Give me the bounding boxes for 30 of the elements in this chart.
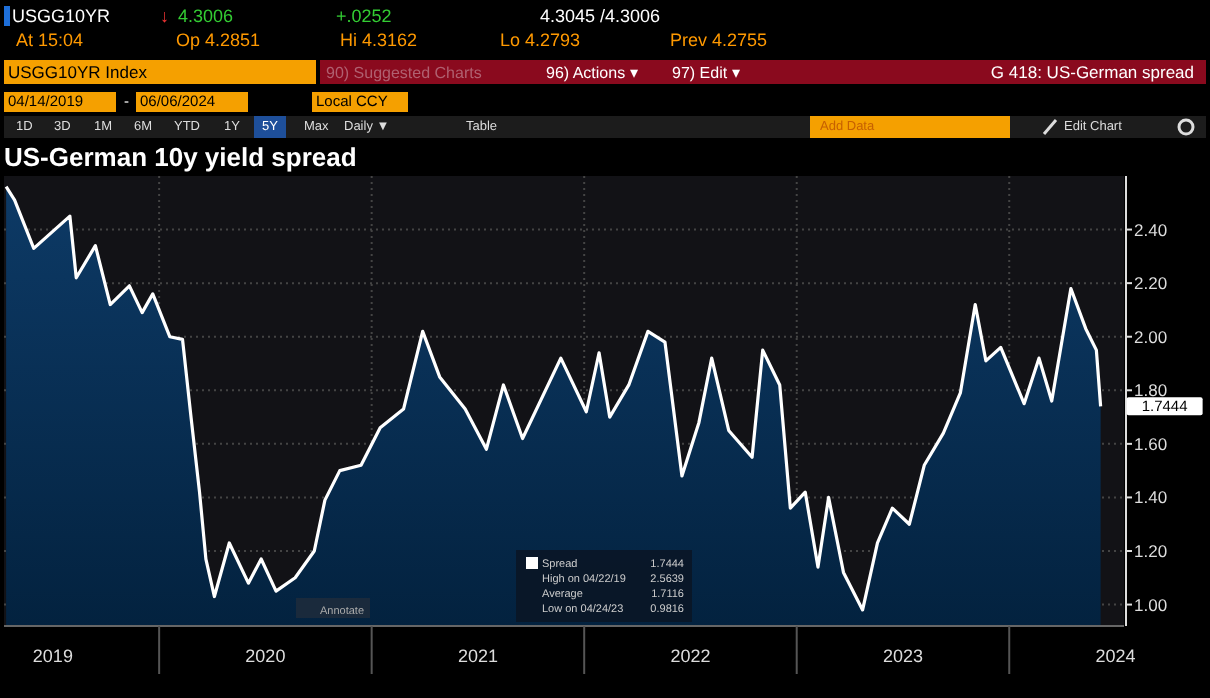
- text: USGG10YR: [12, 6, 112, 26]
- y-tick-label: 1.80: [1134, 380, 1168, 401]
- text: 97) Edit ▾: [672, 64, 740, 82]
- x-tick-label: 2023: [882, 646, 924, 666]
- y-tick-label: 1.60: [1134, 433, 1168, 454]
- y-tick-label: 2.40: [1134, 219, 1168, 240]
- text: Lo 4.2793: [500, 30, 581, 50]
- text: +.0252: [336, 6, 392, 26]
- text: 96) Actions ▾: [546, 64, 638, 82]
- y-tick-label: 1.00: [1134, 594, 1168, 615]
- x-tick-label: 2021: [457, 646, 498, 666]
- text: 90) Suggested Charts: [326, 64, 482, 82]
- text: ↓: [160, 6, 169, 26]
- x-tick-label: 2019: [32, 646, 73, 666]
- y-tick-label: 2.20: [1134, 273, 1168, 294]
- text: At 15:04: [16, 30, 84, 50]
- y-tick-label: 1.40: [1134, 487, 1168, 508]
- y-tick-label: 2.00: [1134, 326, 1168, 347]
- x-tick-label: 2022: [670, 646, 711, 666]
- text: 4.3045 /4.3006: [540, 6, 661, 26]
- text: Hi 4.3162: [340, 30, 418, 50]
- text: G 418: US-German spread: [990, 62, 1195, 82]
- x-tick-label: 2024: [1095, 646, 1136, 666]
- text: 4.3006: [178, 6, 234, 26]
- text: USGG10YR Index: [8, 62, 149, 82]
- y-tick-label: 1.20: [1134, 540, 1168, 561]
- chart-title: US-German 10y yield spread: [4, 142, 357, 172]
- text: Prev 4.2755: [670, 30, 768, 50]
- text: Op 4.2851: [176, 30, 261, 50]
- x-tick-label: 2020: [245, 646, 286, 666]
